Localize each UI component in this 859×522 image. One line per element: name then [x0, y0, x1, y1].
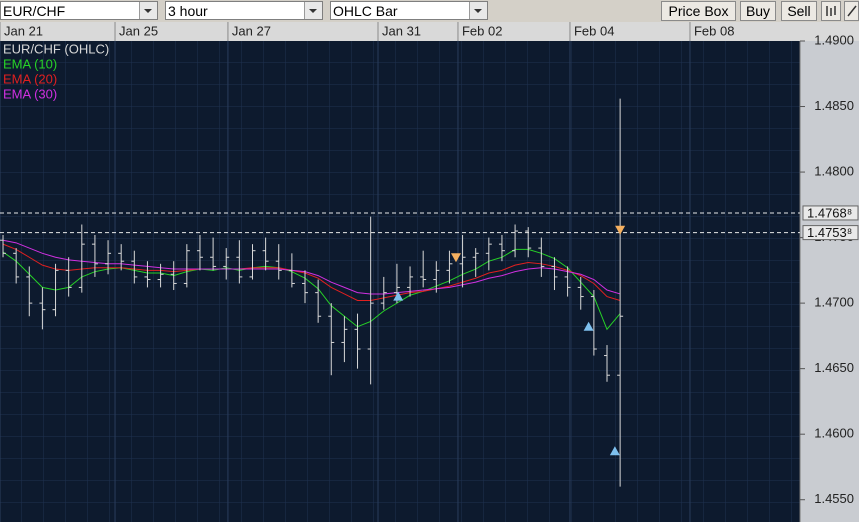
signal-marker: [393, 291, 404, 301]
select-text: OHLC Bar: [333, 3, 398, 19]
y-tick-label: 1.4900: [814, 32, 854, 47]
legend-entry: EMA (20): [3, 71, 57, 86]
signal-marker: [450, 253, 461, 263]
x-tick-label: Jan 21: [4, 23, 43, 38]
ema-line: [2, 248, 621, 331]
price-axis: [800, 41, 859, 522]
instrument-select[interactable]: EUR/CHF: [0, 1, 158, 20]
y-tick-label: 1.4700: [814, 295, 854, 310]
axes: Jan 21 Jan 25 Jan 27 Jan 31 Feb 02 Feb 04 Feb …: [0, 22, 859, 506]
signal-marker: [609, 446, 620, 456]
legend-entry: EMA (30): [3, 86, 57, 101]
price-label: 1.4753⁸: [807, 225, 852, 240]
signal-marker: [583, 321, 594, 331]
signal-marker: [615, 225, 626, 235]
chart-type-select[interactable]: OHLC Bar: [330, 1, 488, 20]
dropdown-arrow: [304, 2, 322, 19]
buy-button[interactable]: Buy: [740, 1, 776, 21]
select-text: 3 hour: [168, 3, 208, 19]
y-tick-label: 1.4650: [814, 360, 854, 375]
icon: [846, 5, 857, 17]
dropdown-arrow: [139, 2, 157, 19]
draw-button[interactable]: [844, 1, 859, 21]
dropdown-arrow: [469, 2, 487, 19]
toolbar: EUR/CHF 3 hour OHLC Bar Price Box Buy Se…: [0, 0, 859, 22]
legend-entry: EMA (10): [3, 56, 57, 71]
interval-select[interactable]: 3 hour: [165, 1, 323, 20]
x-tick-label: Feb 04: [574, 23, 614, 38]
price-label-box: [802, 225, 859, 241]
y-tick-label: 1.4850: [814, 98, 854, 113]
chart: Jan 21 Jan 25 Jan 27 Jan 31 Feb 02 Feb 04 Feb …: [0, 22, 859, 522]
sell-button[interactable]: Sell: [781, 1, 817, 21]
plot-grid: [0, 41, 800, 522]
price-label-box: [802, 205, 859, 221]
x-tick-label: Feb 02: [462, 23, 502, 38]
date-axis: [0, 22, 859, 41]
legend-entry: EUR/CHF (OHLC): [3, 41, 109, 56]
legend: EUR/CHF (OHLC)EMA (10)EMA (20)EMA (30): [3, 41, 109, 101]
price-label: 1.4768⁸: [807, 205, 852, 220]
y-tick-label: 1.4800: [814, 164, 854, 179]
x-tick-label: Jan 27: [232, 23, 271, 38]
x-tick-label: Feb 08: [694, 23, 734, 38]
indicator-button[interactable]: [821, 1, 841, 21]
x-tick-label: Jan 31: [382, 23, 421, 38]
icon: [826, 6, 836, 16]
price-box-button[interactable]: Price Box: [661, 1, 736, 21]
select-text: EUR/CHF: [3, 3, 66, 19]
plot: [0, 41, 800, 522]
y-tick-label: 1.4550: [814, 491, 854, 506]
x-tick-label: Jan 25: [119, 23, 158, 38]
ema-line: [2, 243, 621, 301]
y-tick-label: 1.4600: [814, 426, 854, 441]
